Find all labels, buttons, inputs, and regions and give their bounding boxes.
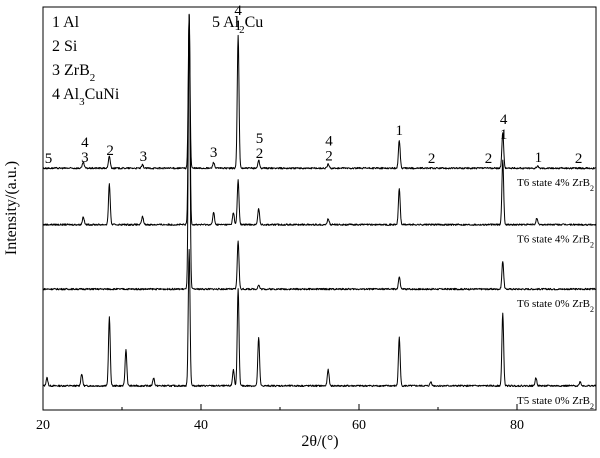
x-tick-label: 40 (194, 418, 208, 433)
peak-marker: 2 (256, 146, 264, 162)
peak-marker: 1 (535, 150, 543, 166)
x-tick-label: 20 (36, 418, 50, 433)
pattern-line (42, 14, 597, 226)
series-labels: T5 state 0% ZrB2 T6 state 0% ZrB2 T6 state… (517, 177, 594, 410)
peak-marker: 5 (45, 151, 53, 167)
peak-marker: 4 (81, 135, 89, 151)
pattern-series (42, 13, 597, 388)
x-tick-label: 80 (510, 418, 524, 433)
peak-marker: 3 (81, 150, 89, 166)
peak-marker: 4 (500, 112, 508, 128)
peak-marker: 2 (428, 151, 436, 167)
peak-marker: 2 (575, 151, 583, 167)
x-tick-label: 60 (352, 418, 366, 433)
legend-entry: 2 Si (52, 38, 78, 55)
series-label: T6 state 4% ZrB2 (517, 234, 594, 250)
peak-marker: 1 (396, 123, 404, 139)
pattern-line (42, 14, 597, 291)
peak-marker: 4 (234, 3, 242, 19)
legend-entry: 4 Al3CuNi (52, 86, 120, 108)
y-axis-label: Intensity/(a.u.) (3, 161, 20, 255)
peak-marker: 5 (256, 131, 264, 147)
series-label: T6 state 4% ZrB2 (517, 177, 594, 193)
x-axis-label: 2θ/(°) (301, 433, 338, 450)
peak-marker: 1 (234, 18, 242, 34)
peak-marker: 1 (500, 127, 508, 143)
peak-marker: 4 (325, 134, 333, 150)
pattern-line (42, 248, 597, 388)
plot-frame (42, 6, 597, 411)
legend-entry: 1 Al (52, 14, 80, 31)
peak-marker: 2 (106, 143, 114, 159)
pattern-line (42, 13, 597, 170)
series-label: T6 state 0% ZrB2 (517, 298, 594, 314)
legend-entry: 5 Al2Cu (212, 14, 263, 36)
peak-marker: 3 (210, 145, 218, 161)
peak-marker: 2 (325, 149, 333, 165)
peak-marker: 2 (485, 151, 493, 167)
legend-entry: 3 ZrB2 (52, 62, 95, 84)
x-axis-ticks: 20 40 60 80 (36, 404, 597, 433)
peak-marker: 3 (140, 149, 148, 165)
series-label: T5 state 0% ZrB2 (517, 395, 594, 411)
